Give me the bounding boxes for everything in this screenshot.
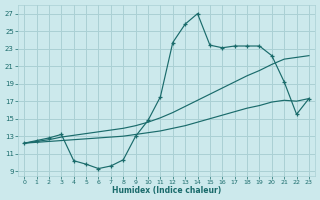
X-axis label: Humidex (Indice chaleur): Humidex (Indice chaleur)	[112, 186, 221, 195]
